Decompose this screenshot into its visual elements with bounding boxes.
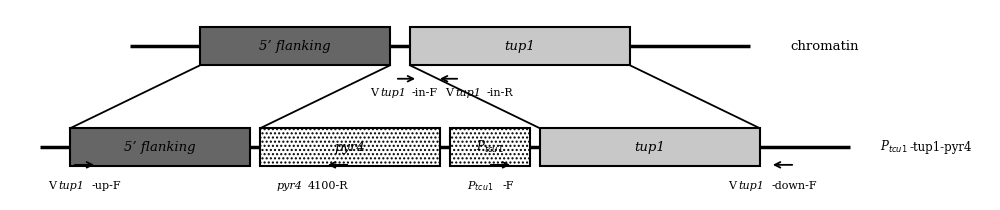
Bar xyxy=(260,128,440,166)
Text: 5’ flanking: 5’ flanking xyxy=(124,140,196,154)
Text: pyr4: pyr4 xyxy=(277,181,303,191)
Text: -down-F: -down-F xyxy=(772,181,818,191)
Text: -F: -F xyxy=(503,181,514,191)
Text: P$_{tcu1}$: P$_{tcu1}$ xyxy=(880,139,908,155)
Text: tup1: tup1 xyxy=(635,140,665,154)
Text: P$_{tcu1}$: P$_{tcu1}$ xyxy=(467,179,493,193)
Text: tup1: tup1 xyxy=(505,40,535,53)
Text: -in-F: -in-F xyxy=(412,88,438,98)
Text: -tup1-pyr4: -tup1-pyr4 xyxy=(909,140,972,154)
Bar xyxy=(410,27,630,65)
Bar xyxy=(200,27,390,65)
Text: pyr4: pyr4 xyxy=(335,140,365,154)
Text: chromatin: chromatin xyxy=(790,40,858,53)
Text: 4100-R: 4100-R xyxy=(308,181,349,191)
Bar xyxy=(540,128,760,166)
Text: V: V xyxy=(728,181,736,191)
Text: tup1: tup1 xyxy=(738,181,764,191)
Text: P$_{tcu1}$: P$_{tcu1}$ xyxy=(476,139,504,155)
Bar xyxy=(450,128,530,166)
Text: -in-R: -in-R xyxy=(487,88,514,98)
Text: V: V xyxy=(48,181,56,191)
Text: V: V xyxy=(370,88,378,98)
Text: V: V xyxy=(445,88,453,98)
Text: tup1: tup1 xyxy=(455,88,481,98)
Text: -up-F: -up-F xyxy=(92,181,122,191)
Bar xyxy=(70,128,250,166)
Text: 5’ flanking: 5’ flanking xyxy=(259,40,331,53)
Text: tup1: tup1 xyxy=(58,181,84,191)
Text: tup1: tup1 xyxy=(380,88,406,98)
